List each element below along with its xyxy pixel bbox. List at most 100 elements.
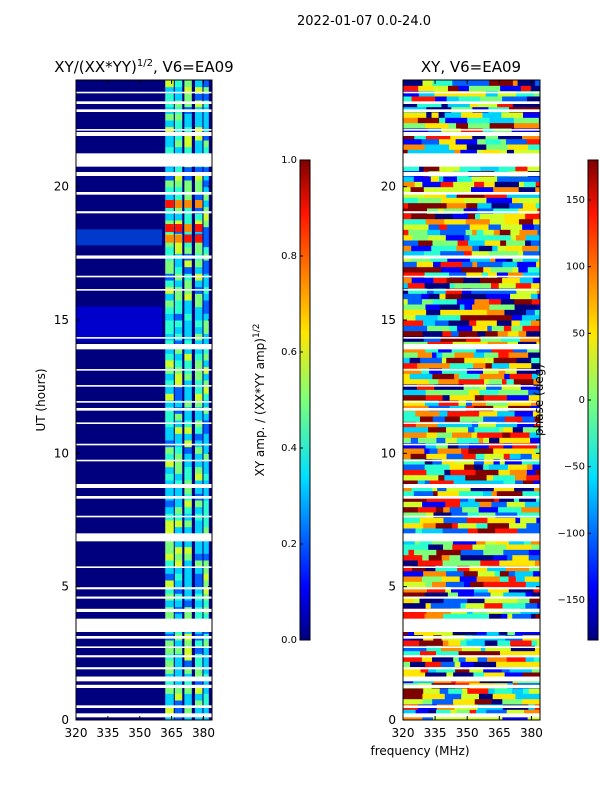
right-heatmap-cell <box>526 138 540 145</box>
right-heatmap-cell <box>501 378 507 385</box>
left-heatmap-cell <box>203 93 209 101</box>
right-heatmap-cell <box>525 656 535 662</box>
right-heatmap-cell <box>439 293 447 300</box>
right-data-gap <box>403 153 540 167</box>
left-heatmap-cell <box>165 326 174 334</box>
right-heatmap-cell <box>425 389 450 396</box>
right-heatmap-cell <box>407 298 423 305</box>
left-heatmap-cell <box>203 220 209 228</box>
right-heatmap-cell <box>403 528 416 534</box>
right-heatmap-cell <box>455 666 470 673</box>
right-heatmap-cell <box>449 394 476 401</box>
right-data-gap <box>403 337 540 339</box>
left-heatmap-cell <box>165 300 174 308</box>
right-heatmap-cell <box>424 400 440 406</box>
left-heatmap-cell <box>174 660 183 668</box>
right-data-gap <box>403 596 540 599</box>
right-heatmap-cell <box>516 90 534 97</box>
right-heatmap-cell <box>403 117 419 124</box>
left-heatmap-cell <box>165 480 174 488</box>
right-heatmap-cell <box>538 426 540 433</box>
right-heatmap-cell <box>403 672 426 678</box>
right-heatmap-cell <box>403 661 411 668</box>
left-heatmap-cell <box>203 466 209 474</box>
left-heatmap-cell <box>195 80 203 88</box>
left-data-gap <box>76 713 212 718</box>
left-heatmap-cell <box>174 200 183 208</box>
right-heatmap-cell <box>468 213 476 220</box>
left-heatmap-cell <box>203 193 209 201</box>
right-heatmap-cell <box>491 501 508 508</box>
left-heatmap-cell <box>165 293 174 301</box>
left-heatmap-cell <box>174 700 183 708</box>
left-heatmap-cell <box>195 220 203 228</box>
right-heatmap-cell <box>424 592 449 598</box>
left-colorbar-tick-label: 0.0 <box>281 635 297 646</box>
left-heatmap-cell <box>203 473 209 481</box>
right-heatmap-cell <box>459 304 465 310</box>
left-heatmap-cell <box>184 486 192 494</box>
right-heatmap-cell <box>508 570 516 577</box>
right-heatmap-cell <box>485 714 503 720</box>
left-heatmap-cell <box>165 240 174 248</box>
right-heatmap-cell <box>536 261 540 268</box>
right-heatmap-cell <box>456 709 471 716</box>
right-heatmap-cell <box>508 576 517 582</box>
right-heatmap-cell <box>489 304 516 310</box>
right-heatmap-cell <box>498 133 523 140</box>
right-heatmap-cell <box>403 586 428 593</box>
right-heatmap-cell <box>445 501 461 508</box>
right-heatmap-cell <box>471 250 490 257</box>
right-heatmap-cell <box>403 613 426 620</box>
right-heatmap-cell <box>461 693 480 700</box>
right-heatmap-cell <box>424 448 430 454</box>
right-heatmap-cell <box>511 688 524 694</box>
left-heatmap-cell <box>165 146 174 154</box>
right-heatmap-cell <box>410 437 419 444</box>
right-heatmap-cell <box>491 490 498 497</box>
right-heatmap-cell <box>511 128 536 134</box>
right-heatmap-cell <box>447 85 459 92</box>
right-heatmap-cell <box>531 282 540 289</box>
right-heatmap-cell <box>506 544 532 550</box>
left-heatmap-cell <box>203 246 209 254</box>
left-colorbar-tick-label: 1.0 <box>281 155 297 166</box>
right-heatmap-cell <box>454 458 475 465</box>
right-x-tick-label: 365 <box>488 726 511 740</box>
right-heatmap-cell <box>484 240 501 246</box>
right-heatmap-cell <box>468 240 486 246</box>
right-x-tick-label: 335 <box>424 726 447 740</box>
left-heatmap-cell <box>203 353 209 361</box>
left-heatmap-cell <box>165 640 174 648</box>
right-heatmap-cell <box>461 112 483 118</box>
left-heatmap-cell <box>203 526 209 534</box>
right-heatmap-cell <box>528 549 540 556</box>
right-heatmap-cell <box>419 517 444 524</box>
left-heatmap-cell <box>203 393 209 401</box>
left-heatmap-cell <box>203 386 209 394</box>
right-heatmap-cell <box>425 346 439 353</box>
right-heatmap-cell <box>531 666 540 673</box>
right-heatmap-cell <box>490 256 496 262</box>
right-heatmap-cell <box>515 517 521 524</box>
right-heatmap-cell <box>531 453 540 460</box>
right-heatmap-cell <box>423 186 448 193</box>
left-data-gap <box>76 369 212 371</box>
right-heatmap-cell <box>493 458 501 465</box>
left-heatmap-cell <box>184 260 192 268</box>
right-heatmap-cell <box>456 602 461 609</box>
right-heatmap-cell <box>473 362 486 369</box>
right-heatmap-cell <box>446 400 460 406</box>
right-heatmap-cell <box>460 549 484 556</box>
right-heatmap-cell <box>418 240 433 246</box>
right-heatmap-cell <box>411 277 434 284</box>
right-heatmap-cell <box>425 122 450 129</box>
right-heatmap-cell <box>532 277 540 284</box>
right-heatmap-cell <box>517 597 530 604</box>
right-heatmap-cell <box>514 485 535 492</box>
right-heatmap-cell <box>478 437 484 444</box>
left-heatmap-cell <box>165 613 174 621</box>
right-heatmap-cell <box>499 229 511 236</box>
left-heatmap-cell <box>203 460 209 468</box>
right-heatmap-cell <box>438 400 447 406</box>
